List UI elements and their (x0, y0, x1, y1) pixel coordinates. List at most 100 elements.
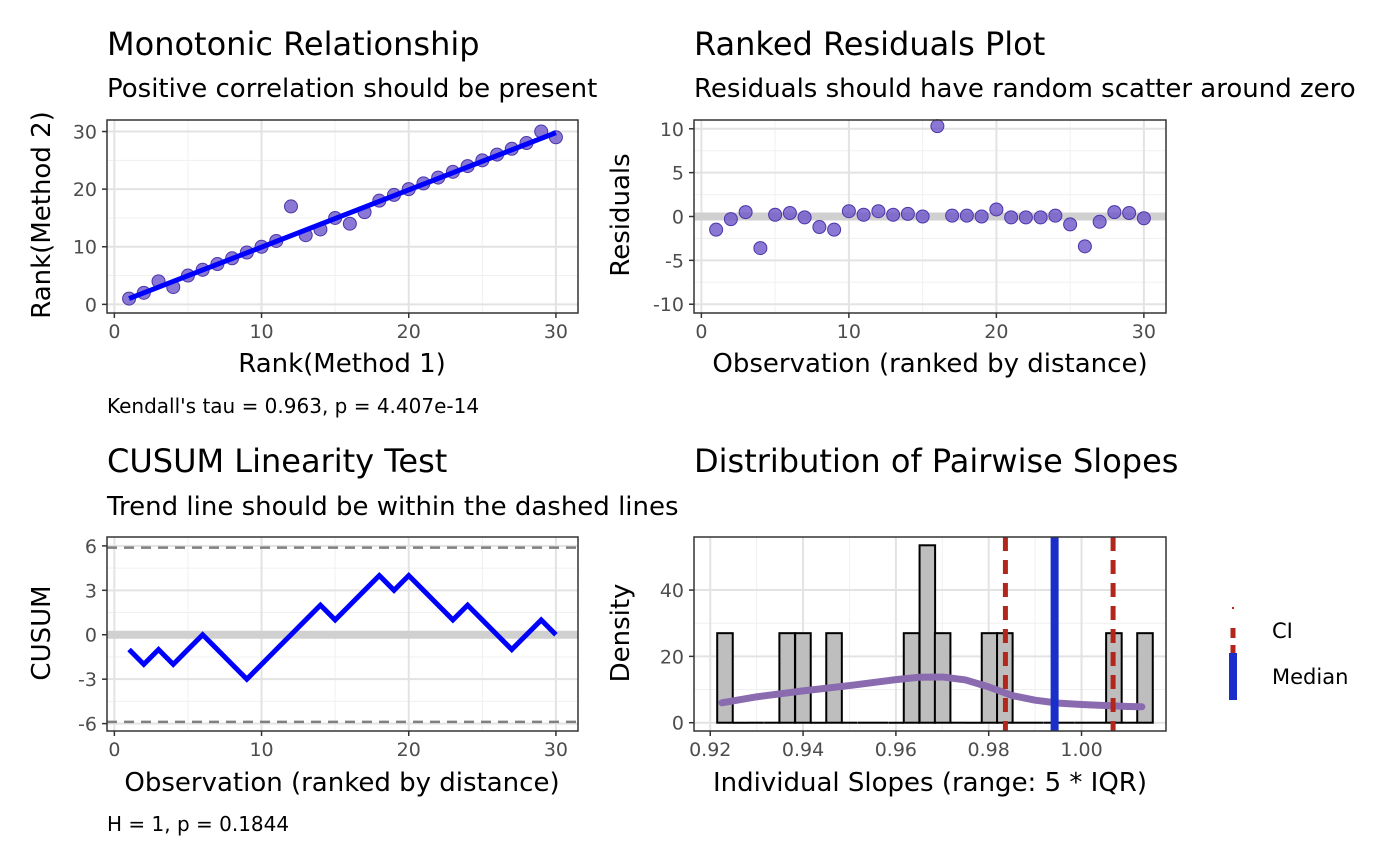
p2-title: Ranked Residuals Plot (694, 25, 1045, 63)
residual-point (1063, 217, 1078, 232)
p3-title: CUSUM Linearity Test (107, 442, 447, 480)
p1-title: Monotonic Relationship (107, 25, 480, 63)
x-tick-label: 30 (544, 739, 568, 761)
residual-point (886, 207, 901, 222)
p1-caption: Kendall's tau = 0.963, p = 4.407e-14 (107, 394, 479, 418)
y-tick-label: 20 (660, 646, 684, 668)
residual-point (738, 205, 753, 220)
y-tick-label: 40 (660, 580, 684, 602)
panel-cusum: CUSUM Linearity Test Trend line should b… (27, 442, 679, 836)
y-tick-label: -10 (653, 294, 684, 316)
legend-median-swatch (1229, 653, 1237, 700)
panel-border (106, 119, 579, 314)
residual-point (797, 210, 812, 225)
legend-label-ci: CI (1272, 619, 1293, 643)
histogram-bar (980, 632, 999, 724)
x-tick-label: 20 (397, 739, 421, 761)
y-tick-label: 10 (660, 119, 684, 141)
y-tick-label: -6 (78, 714, 97, 736)
y-tick-label: -3 (78, 669, 97, 691)
residual-point (974, 209, 989, 224)
y-tick-label: 0 (85, 625, 97, 647)
data-point (342, 216, 357, 231)
residual-point (768, 207, 783, 222)
x-tick-label: 0 (695, 321, 707, 343)
p3-subtitle: Trend line should be within the dashed l… (106, 492, 679, 522)
residual-point (856, 207, 871, 222)
x-tick-label: 0.96 (875, 739, 917, 761)
histogram-bar (716, 632, 734, 724)
x-tick-label: 10 (837, 321, 861, 343)
histogram-bar (825, 632, 843, 724)
p4-legend: CI Median (1229, 607, 1348, 700)
panel-ranked-residuals: Ranked Residuals Plot Residuals should h… (606, 25, 1356, 379)
p4-title: Distribution of Pairwise Slopes (694, 442, 1178, 480)
residual-point (723, 212, 738, 227)
fit-line (128, 130, 557, 301)
p2-subtitle: Residuals should have random scatter aro… (694, 74, 1356, 104)
x-tick-label: 10 (249, 739, 273, 761)
residual-point (753, 241, 768, 256)
y-tick-label: 10 (73, 237, 97, 259)
p3-y-axis-title: CUSUM (27, 585, 57, 680)
residual-point (915, 209, 930, 224)
y-tick-label: 6 (85, 536, 97, 558)
residual-point (900, 206, 915, 221)
p1-y-axis-title: Rank(Method 2) (27, 111, 57, 319)
x-tick-label: 30 (1132, 321, 1156, 343)
legend-label-median: Median (1272, 665, 1348, 689)
cusum-trend-line (127, 571, 558, 683)
p1-x-axis-title: Rank(Method 1) (238, 349, 446, 379)
data-point (283, 199, 298, 214)
p3-caption: H = 1, p = 0.1844 (107, 812, 289, 836)
residual-point (945, 208, 960, 223)
panel-monotonic-relationship: Monotonic Relationship Positive correlat… (27, 25, 597, 418)
panel-border (693, 536, 1167, 732)
density-curve (718, 673, 1146, 711)
residual-point (1122, 205, 1137, 220)
residual-point (709, 222, 724, 237)
residual-point (841, 204, 856, 219)
p1-plot-area: 0 10 20 30 0 10 20 30 (73, 119, 579, 343)
residual-point (871, 204, 886, 219)
x-tick-label: 20 (984, 321, 1008, 343)
residual-point (812, 220, 827, 235)
histogram-bar (778, 632, 796, 724)
p3-plot-area: 0 10 20 30 -6 -3 0 3 6 (78, 536, 579, 761)
residual-point (930, 119, 945, 134)
residual-point (1048, 208, 1063, 223)
residual-point (959, 208, 974, 223)
p2-y-axis-title: Residuals (606, 153, 636, 276)
y-tick-label: 0 (672, 713, 684, 735)
p4-y-axis-title: Density (606, 584, 636, 683)
x-tick-label: 10 (249, 321, 273, 343)
x-tick-label: 0.92 (689, 739, 731, 761)
y-tick-label: 30 (73, 122, 97, 144)
x-tick-label: 0.98 (968, 739, 1010, 761)
residual-point (989, 202, 1004, 217)
residual-point (1136, 211, 1151, 226)
x-tick-label: 20 (397, 321, 421, 343)
y-tick-label: 3 (85, 580, 97, 602)
y-tick-label: 5 (672, 163, 684, 185)
x-tick-label: 1.00 (1060, 739, 1102, 761)
y-tick-label: 20 (73, 179, 97, 201)
p1-subtitle: Positive correlation should be present (107, 74, 597, 104)
histogram-bar (794, 632, 812, 724)
residual-point (782, 205, 797, 220)
panel-pairwise-slopes: Distribution of Pairwise Slopes 0.92 0.94… (606, 442, 1348, 798)
y-tick-label: 0 (85, 294, 97, 316)
histogram-bar (918, 544, 937, 724)
p4-plot-area: 0.92 0.94 0.96 0.98 1.00 0 20 40 (660, 536, 1167, 761)
y-tick-label: -5 (665, 250, 684, 272)
x-tick-label: 0 (108, 321, 120, 343)
x-tick-label: 0.94 (782, 739, 824, 761)
residual-point (1107, 205, 1122, 220)
p3-x-axis-title: Observation (ranked by distance) (124, 768, 559, 798)
residual-point (1018, 210, 1033, 225)
residual-point (827, 222, 842, 237)
p2-x-axis-title: Observation (ranked by distance) (712, 349, 1147, 379)
residual-point (1004, 210, 1019, 225)
p4-x-axis-title: Individual Slopes (range: 5 * IQR) (713, 768, 1147, 798)
